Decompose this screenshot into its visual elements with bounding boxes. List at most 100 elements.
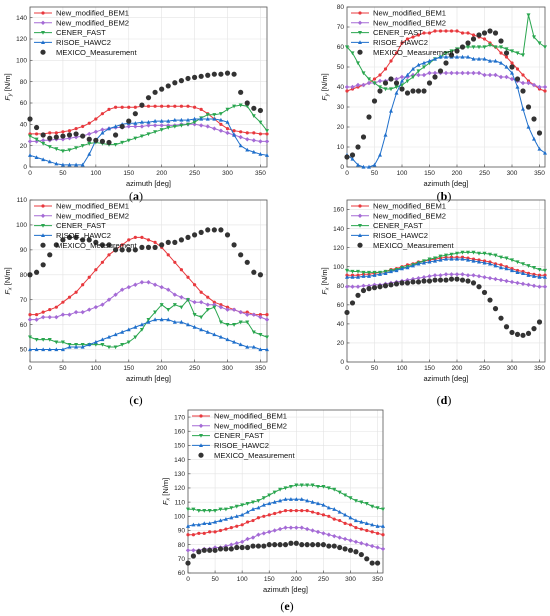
- x-tick-label: 350: [534, 365, 545, 372]
- series-cener-fast: [186, 483, 385, 513]
- data-point: [60, 149, 65, 154]
- data-point: [359, 519, 364, 524]
- data-point: [510, 268, 514, 273]
- data-point: [232, 339, 237, 344]
- data-point: [139, 124, 145, 129]
- data-point: [448, 276, 455, 282]
- legend-label: New_modified_BEM1: [373, 202, 446, 211]
- data-point: [531, 283, 537, 288]
- data-point: [173, 260, 177, 264]
- data-point: [421, 88, 427, 94]
- data-point: [532, 136, 536, 141]
- data-point: [205, 302, 210, 307]
- data-point: [74, 146, 79, 150]
- data-point: [256, 532, 261, 537]
- y-tick-label: 60: [178, 570, 186, 577]
- data-point: [74, 127, 78, 131]
- data-point: [389, 87, 393, 92]
- data-point: [255, 543, 262, 549]
- data-point: [338, 518, 342, 523]
- data-point: [415, 279, 422, 285]
- data-point: [160, 104, 164, 108]
- data-point: [526, 282, 531, 288]
- x-axis-title: azimuth [deg]: [263, 585, 308, 594]
- data-point: [359, 541, 364, 546]
- y-tick-label: 50: [20, 347, 28, 354]
- data-point: [73, 309, 79, 315]
- data-point: [205, 113, 210, 117]
- data-point: [126, 327, 131, 332]
- x-tick-label: 350: [372, 576, 383, 583]
- data-point: [433, 258, 437, 263]
- data-point: [192, 324, 197, 329]
- data-point: [272, 490, 277, 495]
- data-point: [205, 227, 211, 233]
- data-point: [67, 129, 72, 133]
- data-point: [394, 268, 399, 273]
- data-point: [427, 58, 432, 63]
- data-point: [120, 140, 125, 145]
- data-point: [400, 41, 404, 45]
- legend-label: MEXICO_Measurement: [373, 48, 454, 57]
- x-tick-label: 300: [222, 365, 233, 372]
- data-point: [251, 518, 255, 523]
- data-point: [326, 505, 331, 510]
- y-tick-label: 170: [174, 414, 185, 421]
- y-tick-label: 160: [174, 428, 185, 435]
- data-point: [224, 232, 231, 238]
- data-point: [33, 124, 40, 131]
- data-point: [256, 505, 261, 510]
- data-point: [197, 531, 201, 535]
- data-point: [366, 80, 372, 86]
- data-point: [532, 266, 536, 270]
- data-point: [93, 137, 99, 143]
- data-point: [54, 347, 59, 352]
- data-point: [133, 124, 138, 129]
- data-point: [416, 33, 421, 37]
- x-tick-label: 50: [371, 365, 379, 372]
- legend-label: New_modified_BEM1: [56, 9, 129, 18]
- data-point: [100, 342, 105, 347]
- data-point: [350, 156, 355, 161]
- data-point: [316, 484, 320, 489]
- data-point: [427, 257, 432, 262]
- data-point: [213, 519, 218, 524]
- data-point: [202, 521, 207, 525]
- x-tick-label: 200: [156, 365, 167, 372]
- data-point: [47, 337, 52, 342]
- data-point: [212, 300, 216, 304]
- data-point: [133, 121, 138, 125]
- data-point: [218, 507, 223, 512]
- data-point: [288, 497, 293, 501]
- data-point: [34, 317, 39, 322]
- data-point: [205, 124, 210, 129]
- data-point: [444, 54, 448, 59]
- data-point: [449, 252, 454, 257]
- data-point: [370, 504, 375, 509]
- x-axis-title: azimuth [deg]: [423, 374, 468, 383]
- data-point: [294, 509, 298, 513]
- data-point: [399, 280, 405, 286]
- data-point: [185, 560, 191, 566]
- data-point: [525, 104, 532, 110]
- data-point: [186, 104, 190, 108]
- data-point: [378, 272, 382, 276]
- series-mexico-measurement: [185, 540, 381, 566]
- data-point: [74, 344, 79, 349]
- data-point: [206, 295, 210, 299]
- series-mexico-measurement: [344, 28, 543, 160]
- data-point: [422, 65, 426, 70]
- legend: New_modified_BEM1New_modified_BEM2CENER_…: [34, 202, 137, 250]
- data-point: [100, 130, 105, 135]
- data-point: [377, 284, 383, 290]
- data-point: [28, 313, 32, 317]
- data-point: [119, 247, 125, 253]
- data-point: [240, 503, 245, 508]
- data-point: [466, 54, 470, 59]
- x-axis-title: azimuth [deg]: [423, 179, 468, 188]
- data-point: [273, 511, 277, 516]
- data-point: [405, 72, 410, 77]
- data-point: [185, 548, 191, 553]
- y-tick-label: 0: [340, 359, 344, 366]
- y-tick-label: 140: [16, 15, 27, 22]
